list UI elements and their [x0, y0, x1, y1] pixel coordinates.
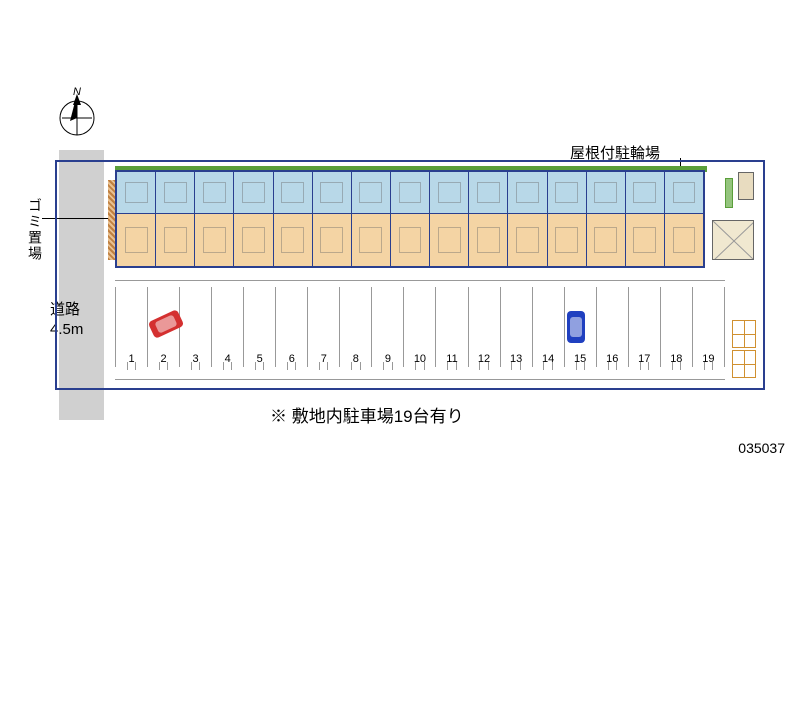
car-icon-blue — [567, 311, 585, 343]
parking-slot: 12 — [468, 287, 500, 367]
parking-slot: 11 — [435, 287, 467, 367]
garbage-label: ゴミ置場 — [25, 198, 45, 262]
parking-slot: 19 — [692, 287, 725, 367]
utility-block — [738, 172, 754, 200]
apartment-unit — [352, 172, 391, 266]
parking-slot: 7 — [307, 287, 339, 367]
apartment-unit — [274, 172, 313, 266]
parking-slot: 14 — [532, 287, 564, 367]
apartment-unit — [548, 172, 587, 266]
parking-area: 12345678910111213141516171819 — [115, 280, 725, 380]
apartment-unit — [391, 172, 430, 266]
parking-slot: 4 — [211, 287, 243, 367]
parking-slot: 3 — [179, 287, 211, 367]
apartment-unit — [234, 172, 273, 266]
building-block — [115, 170, 705, 268]
parking-slot: 17 — [628, 287, 660, 367]
apartment-unit — [156, 172, 195, 266]
parking-slot: 5 — [243, 287, 275, 367]
parking-slot: 8 — [339, 287, 371, 367]
plan-id: 035037 — [738, 440, 785, 456]
parking-caption: ※ 敷地内駐車場19台有り — [270, 402, 464, 427]
compass-icon: N — [50, 85, 105, 140]
storage-box-icon — [732, 350, 756, 378]
apartment-unit — [469, 172, 508, 266]
parking-slots-row: 12345678910111213141516171819 — [115, 287, 725, 367]
apartment-unit — [195, 172, 234, 266]
apartment-unit — [587, 172, 626, 266]
east-utility-area — [710, 170, 760, 265]
green-patch — [725, 178, 733, 208]
apartment-unit — [117, 172, 156, 266]
parking-slot: 6 — [275, 287, 307, 367]
parking-slot: 9 — [371, 287, 403, 367]
parking-slot: 1 — [115, 287, 147, 367]
parking-slot: 10 — [403, 287, 435, 367]
apartment-unit — [313, 172, 352, 266]
apartment-unit — [508, 172, 547, 266]
parking-slot: 18 — [660, 287, 692, 367]
parking-slot: 16 — [596, 287, 628, 367]
apartment-unit — [626, 172, 665, 266]
parking-slot: 13 — [500, 287, 532, 367]
storage-box-icon — [732, 320, 756, 348]
apartment-unit — [665, 172, 703, 266]
storage-block — [712, 220, 754, 260]
apartment-unit — [430, 172, 469, 266]
units-row — [117, 172, 703, 266]
